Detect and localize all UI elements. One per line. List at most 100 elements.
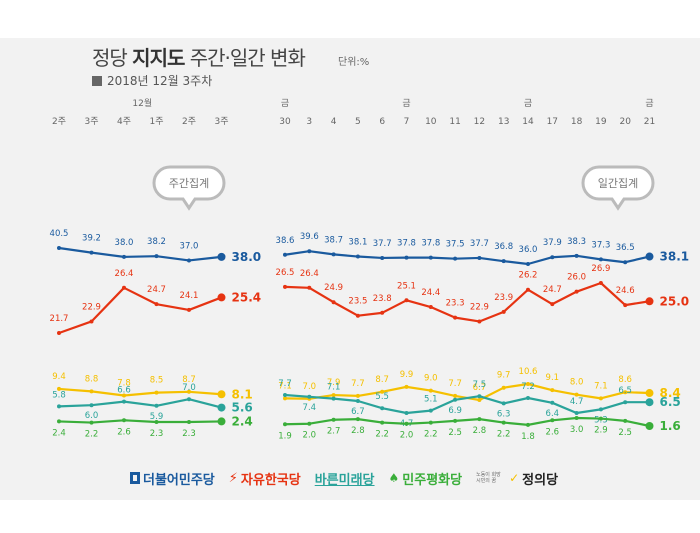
daily-series-line bbox=[284, 250, 650, 266]
daily-data-label: 8.7 bbox=[375, 375, 389, 385]
daily-data-label: 23.9 bbox=[494, 293, 513, 303]
daily-tick-label: 18 bbox=[571, 117, 583, 127]
daily-data-point bbox=[380, 420, 385, 425]
daily-last-value-label: 38.1 bbox=[660, 250, 690, 264]
daily-data-label: 7.7 bbox=[448, 379, 462, 389]
weekly-data-point bbox=[217, 293, 226, 302]
weekly-data-point bbox=[217, 403, 226, 412]
weekly-tick-label: 3주 bbox=[84, 116, 98, 127]
daily-data-point bbox=[645, 252, 654, 261]
daily-data-label: 6.3 bbox=[497, 409, 511, 419]
daily-data-point bbox=[501, 385, 506, 390]
daily-data-point bbox=[355, 417, 360, 422]
chart-title: 정당 지지도 주간·일간 변화 bbox=[92, 42, 306, 71]
daily-data-point bbox=[307, 249, 312, 254]
daily-data-label: 3.0 bbox=[570, 425, 584, 435]
daily-data-point bbox=[598, 416, 603, 421]
title-part-3: 주간·일간 변화 bbox=[184, 46, 306, 70]
daily-data-point bbox=[550, 418, 555, 423]
daily-data-label: 9.1 bbox=[546, 373, 560, 383]
weekly-data-point bbox=[57, 331, 61, 335]
daily-data-point bbox=[526, 287, 530, 292]
daily-data-label: 6.5 bbox=[618, 386, 632, 396]
daily-data-label: 24.4 bbox=[421, 288, 440, 298]
daily-data-point bbox=[283, 252, 287, 257]
daily-data-label: 7.4 bbox=[303, 403, 317, 413]
daily-data-label: 2.6 bbox=[546, 427, 560, 437]
daily-data-point bbox=[501, 309, 506, 314]
daily-data-point bbox=[331, 252, 336, 257]
daily-data-point bbox=[550, 255, 555, 260]
daily-data-label: 7.1 bbox=[594, 381, 608, 391]
daily-tick-label: 30 bbox=[279, 117, 291, 127]
daily-data-point bbox=[526, 382, 530, 386]
daily-data-point bbox=[331, 393, 336, 398]
party-logo-icon: ⚡ bbox=[228, 470, 238, 486]
weekly-data-point bbox=[187, 420, 191, 424]
weekly-series-line bbox=[58, 419, 222, 424]
daily-data-label: 38.3 bbox=[567, 237, 586, 247]
unit-label: 단위:% bbox=[338, 57, 370, 68]
weekly-data-point bbox=[154, 420, 159, 424]
weekly-data-point bbox=[122, 418, 126, 423]
daily-data-label: 26.0 bbox=[567, 273, 586, 283]
weekly-series-line bbox=[58, 246, 222, 262]
daily-data-label: 23.5 bbox=[348, 297, 367, 307]
daily-data-label: 9.9 bbox=[400, 370, 414, 380]
daily-data-label: 2.8 bbox=[473, 426, 487, 436]
daily-data-point bbox=[501, 259, 506, 264]
weekly-data-label: 2.2 bbox=[85, 430, 99, 440]
daily-tick-label: 5 bbox=[355, 117, 361, 127]
weekly-data-label: 5.8 bbox=[52, 390, 66, 400]
weekly-data-label: 8.7 bbox=[182, 375, 196, 385]
daily-data-label: 37.7 bbox=[373, 239, 392, 249]
legend-item: 노동이 희망 시민의 꿈 ✓ 정의당 bbox=[476, 469, 558, 488]
weekly-data-label: 38.0 bbox=[115, 238, 134, 248]
daily-data-label: 37.8 bbox=[397, 239, 416, 249]
daily-data-point bbox=[623, 260, 628, 265]
daily-data-label: 6.9 bbox=[448, 406, 462, 416]
daily-data-point bbox=[550, 302, 555, 307]
weekly-data-label: 7.8 bbox=[117, 378, 131, 388]
daily-data-label: 37.3 bbox=[591, 240, 610, 250]
daily-data-label: 7.0 bbox=[303, 382, 317, 392]
daily-data-point bbox=[355, 399, 360, 403]
daily-data-point bbox=[477, 319, 482, 324]
weekly-data-point bbox=[89, 250, 94, 255]
weekly-data-label: 26.4 bbox=[115, 269, 134, 279]
weekly-data-label: 8.8 bbox=[85, 374, 99, 384]
daily-data-label: 22.9 bbox=[470, 302, 489, 312]
legend-label: 자유한국당 bbox=[240, 472, 301, 488]
daily-last-value-label: 6.5 bbox=[660, 395, 681, 409]
legend-item: 바른미래당 bbox=[315, 469, 375, 488]
daily-data-point bbox=[623, 303, 628, 308]
legend-label: 정의당 bbox=[522, 472, 559, 488]
daily-data-point bbox=[574, 253, 579, 258]
daily-data-label: 5.1 bbox=[424, 395, 438, 405]
daily-data-label: 36.8 bbox=[494, 242, 513, 252]
daily-data-point bbox=[307, 394, 312, 399]
daily-series-line bbox=[284, 393, 650, 415]
weekly-data-point bbox=[187, 397, 191, 402]
title-part-1: 정당 bbox=[92, 46, 133, 70]
party-logo-icon: ♠ bbox=[388, 471, 400, 485]
daily-data-point bbox=[380, 389, 385, 394]
weekly-data-point bbox=[217, 252, 226, 261]
daily-data-point bbox=[404, 411, 409, 415]
daily-last-value-label: 1.6 bbox=[660, 419, 681, 433]
weekly-data-point bbox=[89, 319, 94, 324]
daily-data-label: 6.4 bbox=[546, 409, 560, 419]
chart-subtitle: 2018년 12월 3주차 bbox=[92, 72, 212, 89]
daily-data-point bbox=[307, 421, 312, 426]
daily-data-point bbox=[550, 388, 555, 393]
daily-tick-label: 17 bbox=[547, 117, 558, 127]
daily-data-point bbox=[428, 305, 433, 310]
daily-data-point bbox=[477, 255, 482, 260]
daily-data-point bbox=[428, 255, 433, 260]
daily-data-point bbox=[355, 254, 360, 259]
daily-data-label: 9.7 bbox=[497, 371, 511, 381]
legend-label: 더불어민주당 bbox=[143, 472, 215, 488]
daily-data-point bbox=[428, 420, 433, 425]
daily-series-line bbox=[284, 281, 650, 323]
daily-tick-label: 14 bbox=[522, 117, 534, 127]
